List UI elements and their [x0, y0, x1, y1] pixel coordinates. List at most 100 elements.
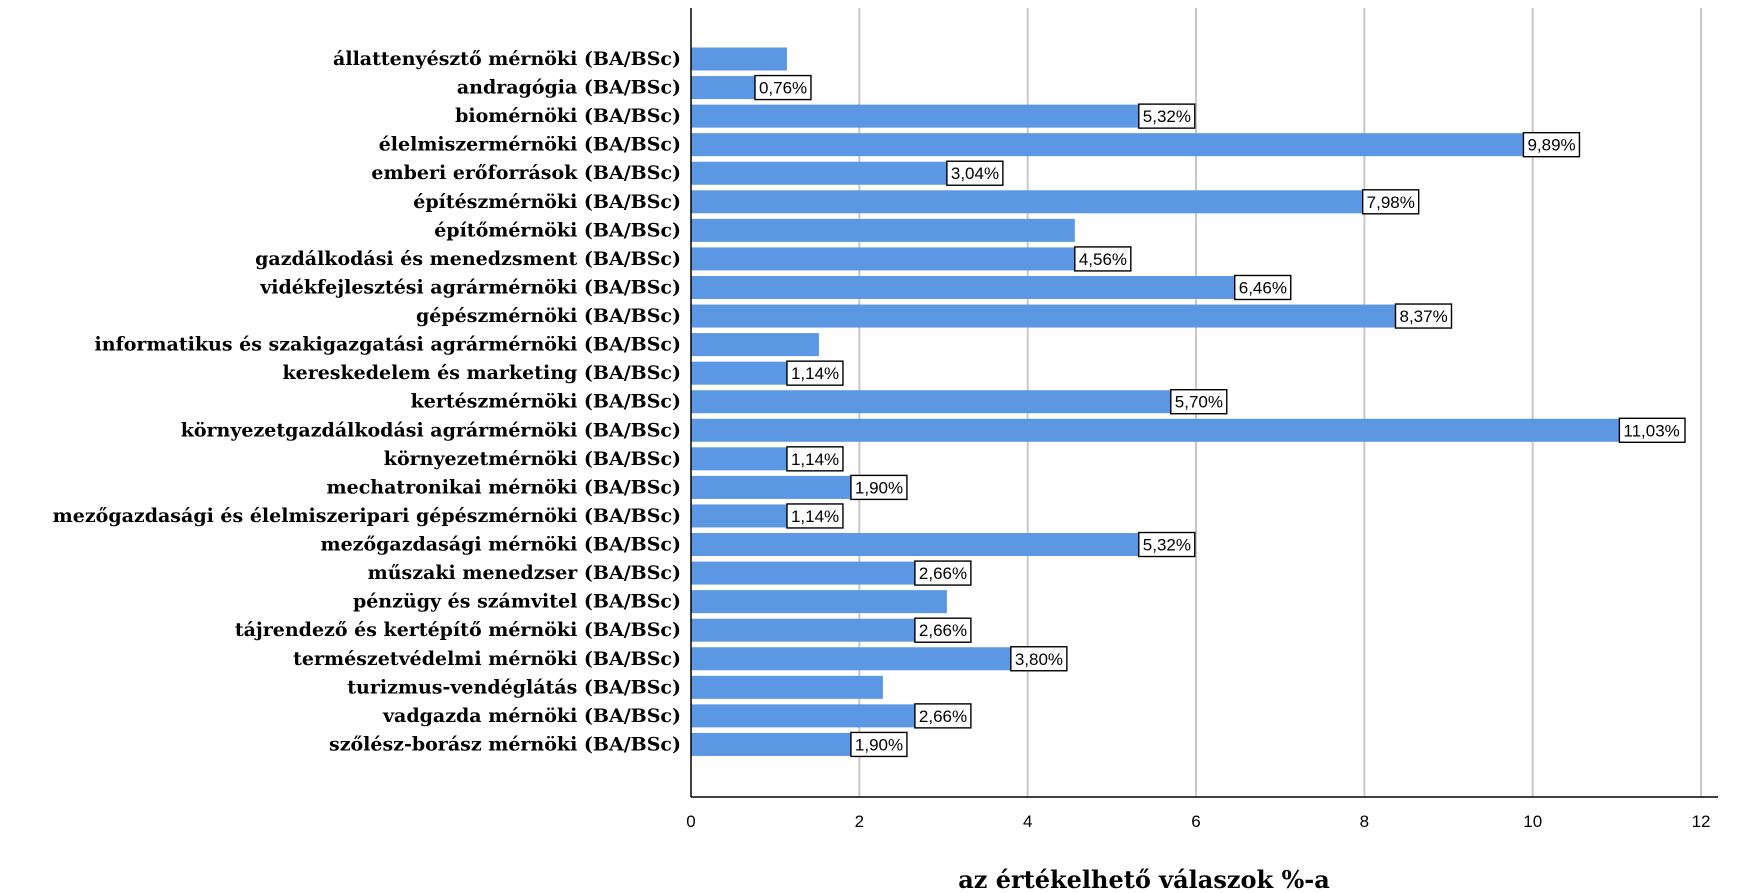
data-label: 1,14%	[791, 507, 839, 526]
bar	[691, 361, 787, 385]
x-tick-label: 10	[1523, 812, 1542, 831]
category-label: természetvédelmi mérnöki (BA/BSc)	[293, 648, 681, 670]
data-label-box	[1138, 103, 1196, 129]
category-label: kertészmérnöki (BA/BSc)	[411, 391, 681, 413]
category-label: állattenyésztő mérnöki (BA/BSc)	[333, 48, 681, 70]
bar	[691, 647, 1011, 671]
bar	[691, 475, 851, 499]
category-label: vidékfejlesztési agrármérnöki (BA/BSc)	[259, 276, 681, 298]
data-label: 2,66%	[919, 564, 967, 583]
category-label: informatikus és szakigazgatási agrármérn…	[95, 334, 681, 356]
category-label: mezőgazdasági és élelmiszeripari gépészm…	[53, 505, 681, 527]
data-label: 3,80%	[1015, 650, 1063, 669]
data-label: 9,89%	[1527, 136, 1575, 155]
data-label: 4,56%	[1079, 250, 1127, 269]
category-label: gazdálkodási és menedzsment (BA/BSc)	[255, 248, 681, 270]
data-label: 3,04%	[951, 164, 999, 183]
data-label: 7,98%	[1367, 193, 1415, 212]
bar	[691, 47, 787, 71]
bar	[691, 275, 1235, 299]
x-tick-label: 2	[855, 812, 864, 831]
category-label: andragógia (BA/BSc)	[457, 77, 681, 99]
data-label-box	[1361, 189, 1420, 215]
category-label: szőlész-borász mérnöki (BA/BSc)	[329, 733, 681, 755]
x-axis-title: az értékelhető válaszok %-a	[958, 865, 1330, 893]
category-label: kereskedelem és marketing (BA/BSc)	[282, 362, 681, 384]
data-label-box	[786, 360, 844, 386]
data-label-box	[754, 74, 812, 101]
data-label: 11,03%	[1623, 421, 1679, 440]
data-label-box	[914, 560, 972, 586]
bar	[691, 161, 947, 185]
bar	[691, 618, 915, 642]
x-tick-label: 8	[1360, 812, 1369, 831]
bar	[691, 732, 851, 756]
bar	[691, 218, 1075, 242]
bar	[691, 333, 819, 357]
category-label: élelmiszermérnöki (BA/BSc)	[379, 134, 681, 156]
category-label: gépészmérnöki (BA/BSc)	[416, 305, 681, 327]
data-label: 2,66%	[919, 621, 967, 640]
bar	[691, 304, 1396, 328]
data-label-box	[914, 703, 972, 729]
x-tick-label: 4	[1023, 812, 1032, 831]
data-label: 1,14%	[791, 450, 839, 469]
data-label-box	[1234, 274, 1292, 301]
data-label-box	[1170, 389, 1228, 415]
data-label: 6,46%	[1239, 278, 1287, 297]
data-label-box	[914, 617, 972, 643]
bar	[691, 133, 1524, 157]
category-label: tájrendező és kertépítő mérnöki (BA/BSc)	[235, 619, 681, 641]
data-label-box	[1394, 303, 1453, 329]
data-label: 0,76%	[759, 79, 807, 98]
bar	[691, 533, 1139, 557]
bar	[691, 247, 1075, 271]
category-label: biomérnöki (BA/BSc)	[455, 105, 681, 127]
data-label-box	[786, 446, 844, 472]
bar	[691, 590, 947, 614]
data-label: 2,66%	[919, 707, 967, 726]
data-label: 5,32%	[1143, 536, 1191, 555]
x-tick-label: 0	[686, 812, 695, 831]
bar	[691, 390, 1171, 414]
data-label-box	[850, 731, 908, 758]
category-label: vadgazda mérnöki (BA/BSc)	[382, 705, 681, 727]
x-tick-label: 12	[1692, 812, 1711, 831]
bar	[691, 561, 915, 585]
category-label: mechatronikai mérnöki (BA/BSc)	[327, 476, 681, 498]
data-label: 8,37%	[1400, 307, 1448, 326]
data-label-box	[1522, 131, 1581, 158]
category-label: építészmérnöki (BA/BSc)	[413, 191, 681, 213]
category-label: környezetmérnöki (BA/BSc)	[384, 448, 681, 470]
data-label-box	[850, 474, 908, 501]
bar	[691, 504, 787, 528]
bar	[691, 447, 787, 471]
category-label: turizmus-vendéglátás (BA/BSc)	[347, 676, 681, 698]
data-label: 5,70%	[1175, 393, 1223, 412]
category-label: környezetgazdálkodási agrármérnöki (BA/B…	[181, 419, 681, 441]
data-label: 1,90%	[855, 478, 903, 497]
bar	[691, 76, 755, 100]
data-label: 5,32%	[1143, 107, 1191, 126]
bar	[691, 418, 1620, 442]
category-label: mezőgazdasági mérnöki (BA/BSc)	[320, 534, 681, 556]
category-label: pénzügy és számvitel (BA/BSc)	[353, 591, 681, 613]
bar	[691, 190, 1363, 214]
data-label-box	[1618, 417, 1686, 443]
data-label-box	[946, 160, 1004, 186]
data-label-box	[1074, 246, 1132, 272]
bar	[691, 104, 1139, 128]
data-label-box	[786, 503, 844, 529]
category-label: emberi erőforrások (BA/BSc)	[371, 162, 681, 184]
data-label: 1,90%	[855, 735, 903, 754]
category-label: építőmérnöki (BA/BSc)	[434, 219, 681, 241]
data-label-box	[1138, 531, 1196, 558]
x-tick-label: 6	[1191, 812, 1200, 831]
category-label: műszaki menedzser (BA/BSc)	[368, 562, 681, 584]
bar	[691, 704, 915, 728]
data-label: 1,14%	[791, 364, 839, 383]
data-label-box	[1010, 646, 1068, 672]
bar	[691, 675, 883, 699]
